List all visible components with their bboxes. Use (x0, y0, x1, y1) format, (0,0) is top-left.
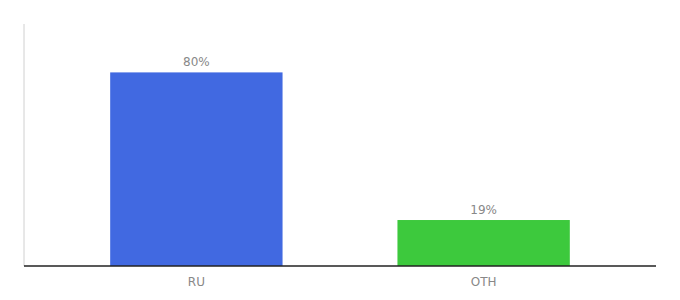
chart-container: 80% 19% RU OTH (0, 0, 680, 300)
bar (110, 72, 282, 266)
data-label: 80% (183, 55, 210, 69)
x-tick-label: RU (188, 275, 205, 289)
bars (110, 72, 570, 266)
x-axis-line (24, 265, 656, 267)
data-label: 19% (470, 203, 497, 217)
y-axis-line (24, 24, 25, 266)
chart-svg: 80% 19% RU OTH (0, 0, 680, 300)
page: {"chart_data": {"type": "bar", "categori… (0, 0, 680, 300)
x-tick-label: OTH (471, 275, 497, 289)
bar (397, 220, 569, 266)
